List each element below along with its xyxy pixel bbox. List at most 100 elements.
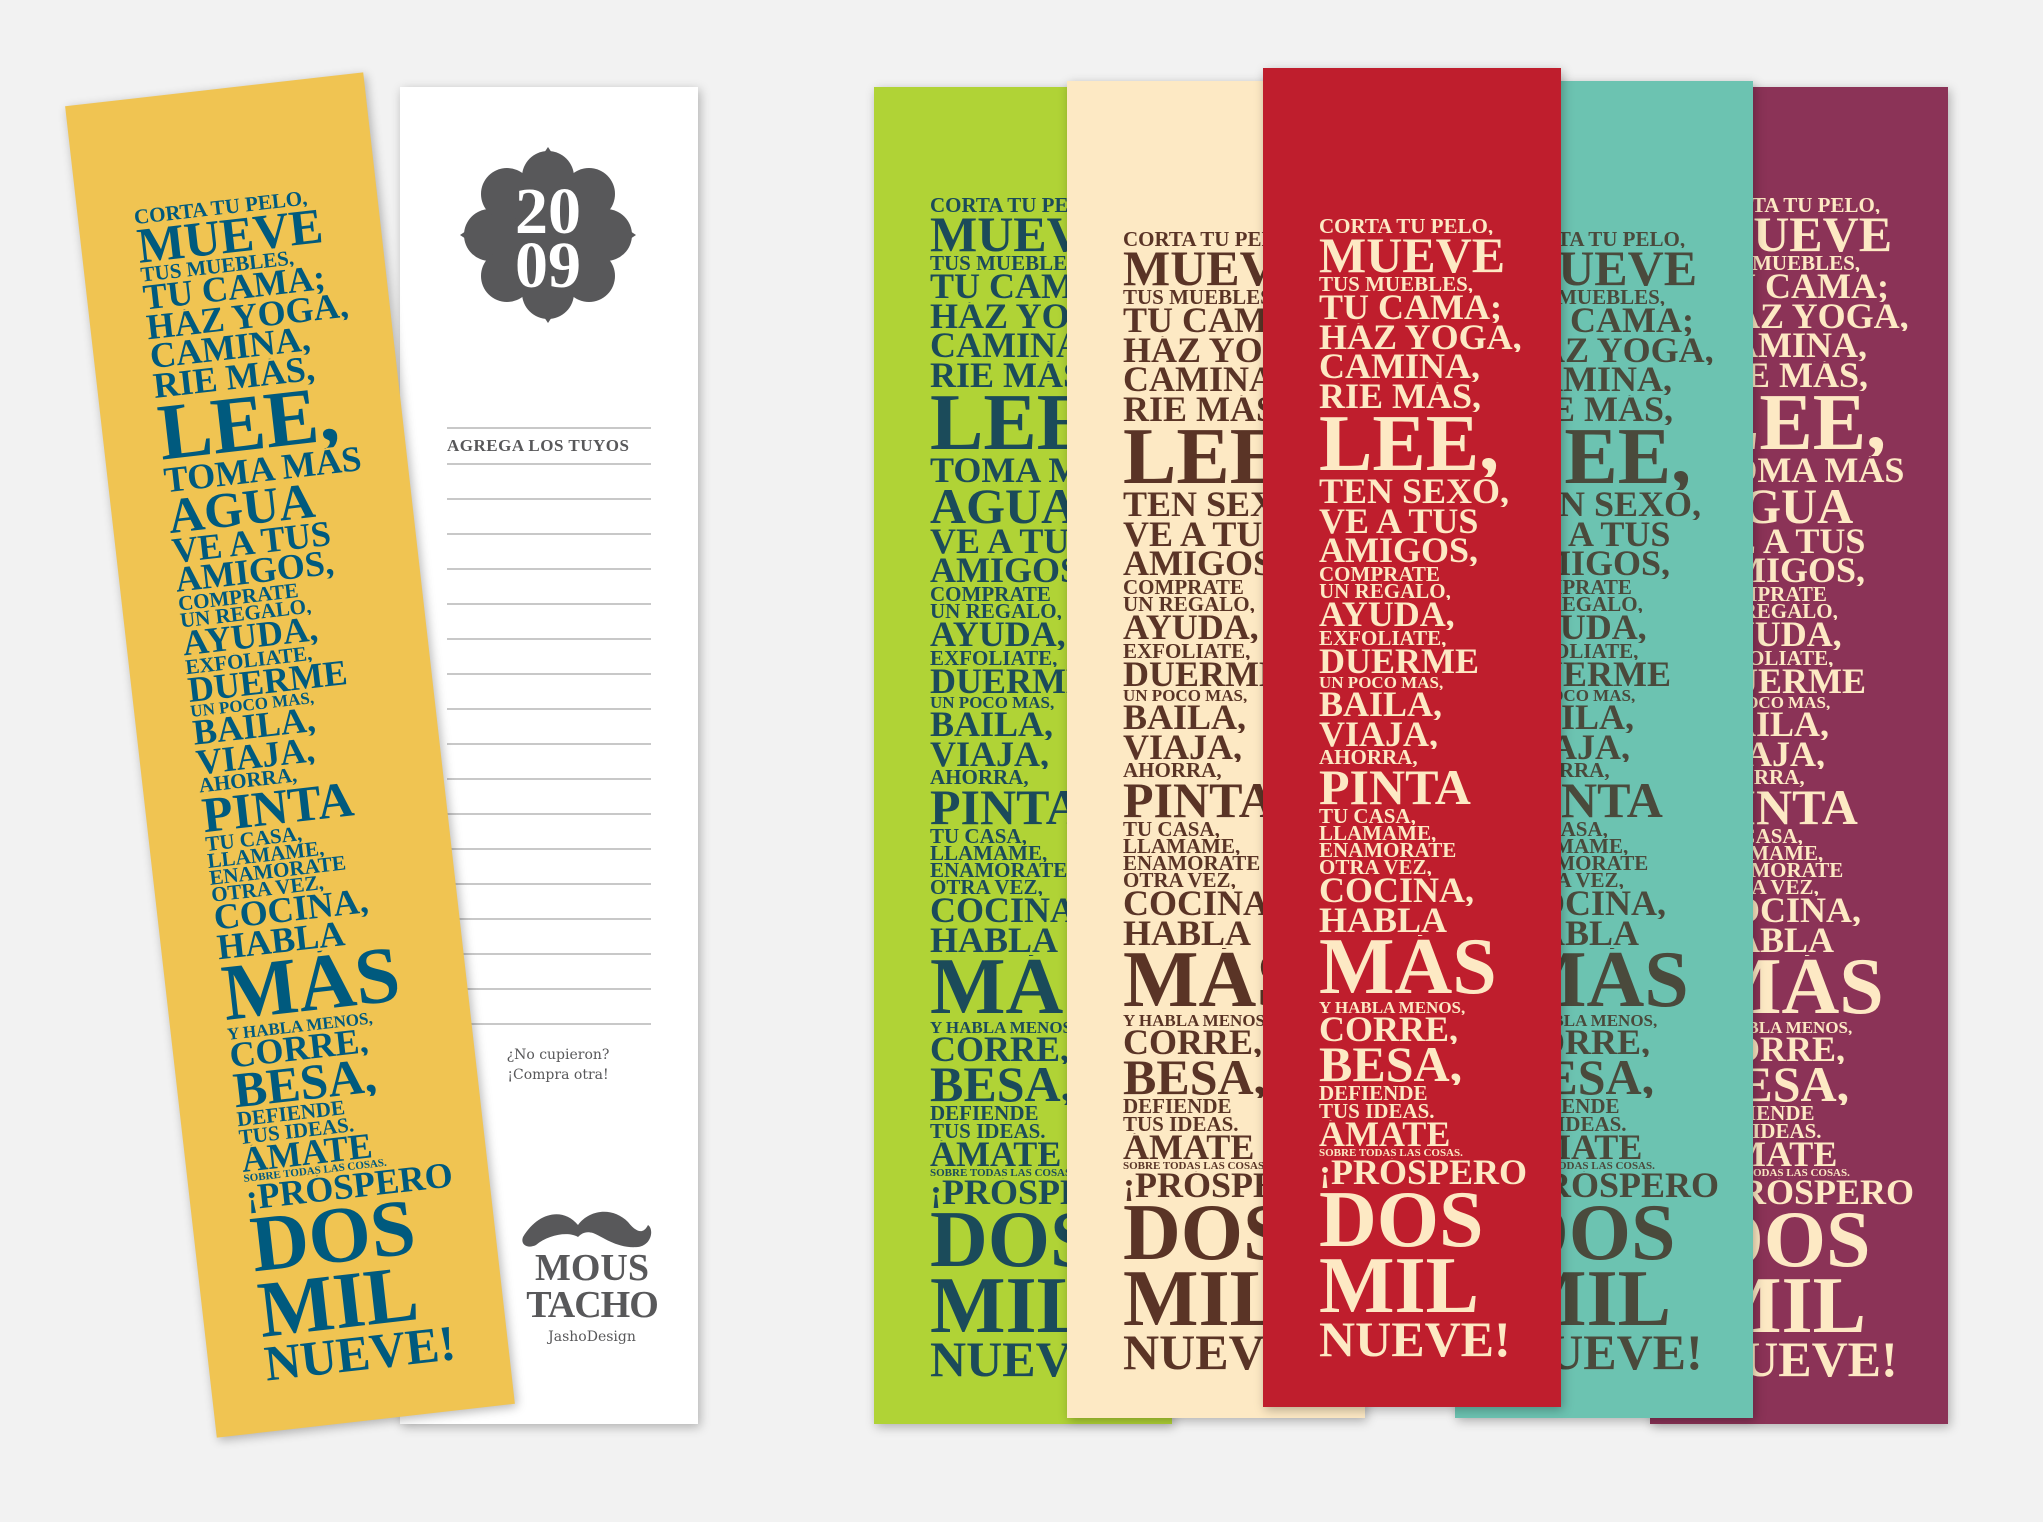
copy-line: DUERME xyxy=(1123,659,1263,690)
copy-line: HABLA xyxy=(930,925,1059,956)
writing-line xyxy=(447,1023,651,1025)
copy-line: ¡PRÓSPERO xyxy=(1753,1178,1915,1208)
copy-line: ENAMÓRATE xyxy=(1123,854,1261,873)
copy-line: AYUDA, xyxy=(1319,600,1455,630)
copy-line: VIAJA, xyxy=(930,739,1050,770)
copy-line: HÁZ YOGA, xyxy=(1753,301,1909,332)
copy-line: MUEVE xyxy=(930,214,1067,256)
copy-line: AMIGOS, xyxy=(930,556,1067,586)
copy-line: MÁS xyxy=(1319,935,1497,1002)
copy-line: DEFIENDE xyxy=(1319,1085,1428,1103)
writing-line xyxy=(447,568,651,570)
copy-line: AHORRA, xyxy=(1123,762,1222,780)
copy-line: LEE, xyxy=(1123,424,1263,491)
copy-line: TU CASA, xyxy=(1560,820,1608,838)
copy-line: RIE MÁS, xyxy=(1560,394,1674,425)
copy-line: PINTA xyxy=(1753,786,1858,828)
writing-line xyxy=(447,743,651,745)
copy-line: BAILA, xyxy=(1123,703,1247,733)
copy-line: VIAJA, xyxy=(1319,719,1439,750)
copy-line: TOMA MÁS xyxy=(930,456,1067,486)
copy-line: TU CAMA; xyxy=(1319,293,1502,323)
copy-line: RIE MÁS, xyxy=(1123,394,1263,425)
copy-line: HÁZ YOGA, xyxy=(930,301,1067,332)
copy-line: UN REGALO, xyxy=(930,602,1062,621)
copy-line: SOBRE TODAS LAS COSAS. xyxy=(1753,1169,1850,1179)
copy-line: CORRE, xyxy=(1560,1027,1651,1058)
copy-line: COCINA, xyxy=(930,896,1067,926)
copy-line: UN POCO MÁS, xyxy=(1319,676,1444,691)
copy-line: MIL xyxy=(1560,1266,1671,1333)
copy-line: BESA, xyxy=(930,1064,1067,1106)
copy-line: Y HABLA MENOS, xyxy=(930,1021,1067,1035)
copy-line: RIE MÁS, xyxy=(1753,360,1869,391)
copy-line: CÓMPRATE xyxy=(1123,578,1244,596)
copy-line: CAMINA, xyxy=(1123,365,1263,395)
copy-line: TUS MUEBLES, xyxy=(1123,289,1263,307)
copy-line: TUS IDEAS. xyxy=(1560,1115,1627,1133)
copy-line: SOBRE TODAS LAS COSAS. xyxy=(1123,1162,1263,1172)
copy-line: HÁZ YOGA, xyxy=(1560,335,1714,366)
copy-line: HABLA xyxy=(1319,905,1448,936)
writing-line xyxy=(447,463,651,465)
copy-line: AHORRA, xyxy=(1319,749,1418,767)
mustache-icon xyxy=(522,1211,652,1248)
copy-line: Y HABLA MENOS, xyxy=(1123,1014,1263,1028)
copy-line: NUEVE! xyxy=(930,1339,1067,1381)
copy-line: EXFÓLIATE, xyxy=(1319,629,1447,647)
copy-line: AMIGOS, xyxy=(1319,536,1479,566)
copy-line: AHORRA, xyxy=(930,769,1029,787)
copy-line: Y HABLA MENOS, xyxy=(1319,1001,1466,1015)
writing-line xyxy=(447,708,651,710)
copy-line: CORRE, xyxy=(1319,1014,1459,1045)
copy-line: TUS IDEAS. xyxy=(1123,1115,1239,1133)
copy-line: AGUA xyxy=(1753,485,1854,527)
writing-line xyxy=(447,848,651,850)
copy-line: MIL xyxy=(1319,1253,1479,1320)
copy-line: VE A TUS xyxy=(1319,506,1479,537)
copy-line: LEE, xyxy=(1560,424,1692,491)
copy-line: ENAMÓRATE xyxy=(1753,861,1844,880)
copy-line: LEE, xyxy=(1753,390,1887,457)
copy-line: CAMINA, xyxy=(1319,352,1480,382)
copy-line: DEFIENDE xyxy=(930,1105,1039,1123)
copy-line: CORRE, xyxy=(1123,1027,1263,1058)
copy-line: TEN SEXO, xyxy=(1560,490,1702,520)
copy-line: CORRE, xyxy=(1753,1034,1846,1065)
copy-line: TUS MUEBLES, xyxy=(1319,276,1474,294)
copy-line: EXFÓLIATE, xyxy=(1753,649,1834,667)
copy-line: DUERME xyxy=(1319,646,1479,677)
copy-line: ÁMATE xyxy=(930,1139,1062,1170)
copy-line: LEE, xyxy=(930,390,1067,457)
logo-line2: TACHO xyxy=(526,1284,659,1326)
copy-line: UN REGALO, xyxy=(1753,602,1838,621)
copy-line: VIAJA, xyxy=(1123,732,1243,763)
copy-line: ÁMATE xyxy=(1123,1132,1255,1163)
badge-line2: 09 xyxy=(515,229,581,302)
copy-line: TEN SEXO, xyxy=(1319,477,1510,507)
bookmark-red: CORTA TU PELO, MUEVE TUS MUEBLES, TU CAMA; H… xyxy=(1263,68,1561,1407)
copy-line: CAMINA, xyxy=(1753,331,1867,361)
copy-line: UN POCO MÁS, xyxy=(1560,689,1636,704)
copy-line: COCINA, xyxy=(1753,896,1862,926)
copy-line: OTRA VEZ, xyxy=(1319,859,1432,877)
copy-line: LLÁMAME, xyxy=(1319,824,1437,842)
copy-line: TUS IDEAS. xyxy=(1319,1102,1435,1120)
copy-line: TUS MUEBLES, xyxy=(930,255,1067,273)
copy-line: OTRA VEZ, xyxy=(930,879,1043,897)
copy-line: SOBRE TODAS LAS COSAS. xyxy=(1560,1162,1655,1172)
credit: JashoDesign xyxy=(548,1329,636,1345)
copy-line: MIL xyxy=(1123,1266,1263,1333)
copy-line: ¡PRÓSPERO xyxy=(930,1178,1067,1208)
copy-line: AGUA xyxy=(930,485,1067,527)
copy-line: DOS xyxy=(1319,1187,1484,1254)
copy-line: BESA, xyxy=(1319,1044,1463,1086)
copy-line: OTRA VEZ, xyxy=(1753,879,1819,897)
copy-line: CAMINA, xyxy=(1560,365,1672,395)
copy-line: TEN SEXO, xyxy=(1123,490,1263,520)
copy-line: MÁS xyxy=(1560,948,1689,1015)
writing-line xyxy=(447,778,651,780)
logo-line1: MOUS xyxy=(535,1247,649,1289)
copy-line: DUERME xyxy=(1560,659,1671,690)
